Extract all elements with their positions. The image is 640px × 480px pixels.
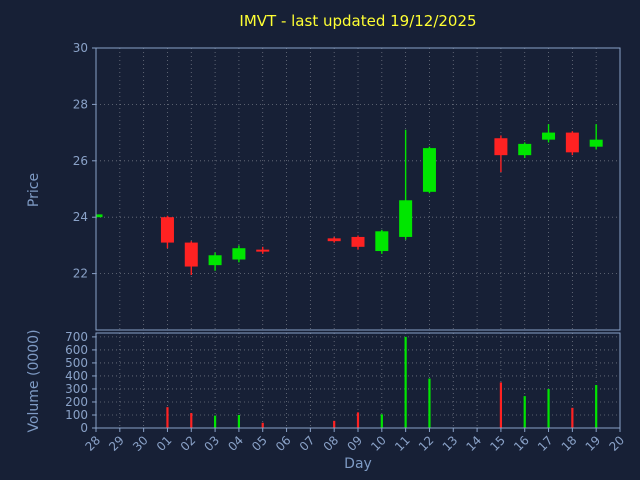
- price-tick-label: 22: [73, 267, 88, 281]
- candle-body: [232, 248, 246, 260]
- candle-body: [256, 249, 270, 252]
- candle-body: [518, 143, 532, 156]
- candle-body: [160, 217, 174, 243]
- price-tick-label: 30: [73, 41, 88, 55]
- candle-body: [327, 238, 341, 242]
- price-axis-label: Price: [26, 173, 42, 207]
- price-panel: [96, 124, 603, 276]
- price-tick-label: 28: [73, 97, 88, 111]
- volume-tick-label: 300: [65, 382, 88, 396]
- volume-tick-label: 200: [65, 395, 88, 409]
- price-tick-label: 26: [73, 154, 88, 168]
- candle-body: [96, 214, 103, 218]
- candle-body: [589, 139, 603, 147]
- volume-axis-label: Volume (0000): [26, 329, 42, 432]
- candle-body: [351, 236, 365, 247]
- volume-tick-label: 100: [65, 408, 88, 422]
- candle-body: [184, 242, 198, 267]
- volume-tick-label: 700: [65, 330, 88, 344]
- volume-tick-label: 600: [65, 343, 88, 357]
- chart-title: IMVT - last updated 19/12/2025: [239, 12, 476, 30]
- price-tick-label: 24: [73, 210, 88, 224]
- grid-lines: [95, 48, 621, 428]
- candle-body: [542, 132, 556, 140]
- candle-body: [375, 231, 389, 252]
- axis-frame: [95, 47, 621, 331]
- volume-tick-label: 400: [65, 369, 88, 383]
- candle-body: [494, 138, 508, 156]
- volume-tick-label: 0: [80, 421, 88, 435]
- candle-body: [565, 132, 579, 153]
- candle-body: [422, 148, 436, 192]
- candle-body: [208, 255, 222, 266]
- volume-tick-label: 500: [65, 356, 88, 370]
- volume-panel: [166, 336, 598, 428]
- candle-body: [399, 200, 413, 237]
- day-axis-label: Day: [344, 456, 372, 472]
